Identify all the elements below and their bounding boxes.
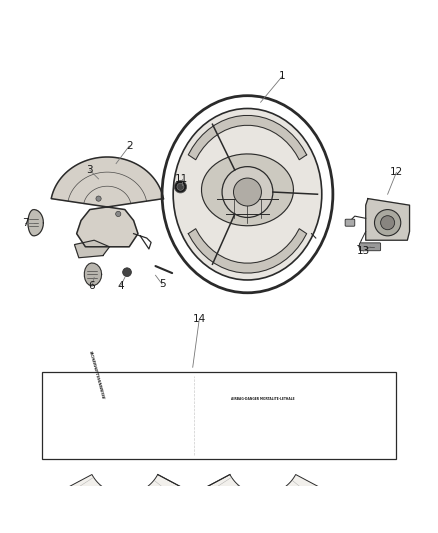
- Polygon shape: [85, 263, 102, 286]
- Text: 4: 4: [117, 281, 124, 291]
- Text: SICHERHEITSHINWEISE: SICHERHEITSHINWEISE: [88, 350, 105, 400]
- Ellipse shape: [173, 109, 322, 280]
- Text: 11: 11: [175, 174, 188, 184]
- Circle shape: [116, 211, 121, 216]
- Circle shape: [222, 167, 273, 217]
- Text: 7: 7: [22, 217, 29, 228]
- Circle shape: [233, 178, 261, 206]
- FancyBboxPatch shape: [345, 219, 355, 226]
- Polygon shape: [188, 229, 307, 273]
- Circle shape: [177, 183, 184, 190]
- Text: 2: 2: [126, 141, 133, 151]
- Text: 1: 1: [279, 71, 286, 81]
- Text: 13: 13: [357, 246, 370, 256]
- Polygon shape: [188, 116, 307, 160]
- Text: 3: 3: [86, 165, 93, 175]
- Circle shape: [374, 209, 401, 236]
- Text: 6: 6: [88, 281, 95, 291]
- Text: 5: 5: [159, 279, 166, 289]
- Polygon shape: [65, 474, 185, 525]
- Circle shape: [96, 196, 101, 201]
- Bar: [42, 372, 396, 459]
- Polygon shape: [201, 154, 293, 226]
- Polygon shape: [74, 240, 110, 258]
- Text: 14: 14: [193, 314, 206, 324]
- Polygon shape: [366, 199, 410, 240]
- FancyBboxPatch shape: [360, 243, 381, 251]
- Text: 12: 12: [390, 167, 403, 177]
- Polygon shape: [51, 157, 163, 247]
- Circle shape: [174, 181, 187, 193]
- Polygon shape: [203, 474, 323, 525]
- Polygon shape: [28, 209, 43, 236]
- Circle shape: [381, 216, 395, 230]
- Text: AIRBAG-DANGER MORTALITE-LETHALE: AIRBAG-DANGER MORTALITE-LETHALE: [231, 397, 295, 401]
- Circle shape: [123, 268, 131, 277]
